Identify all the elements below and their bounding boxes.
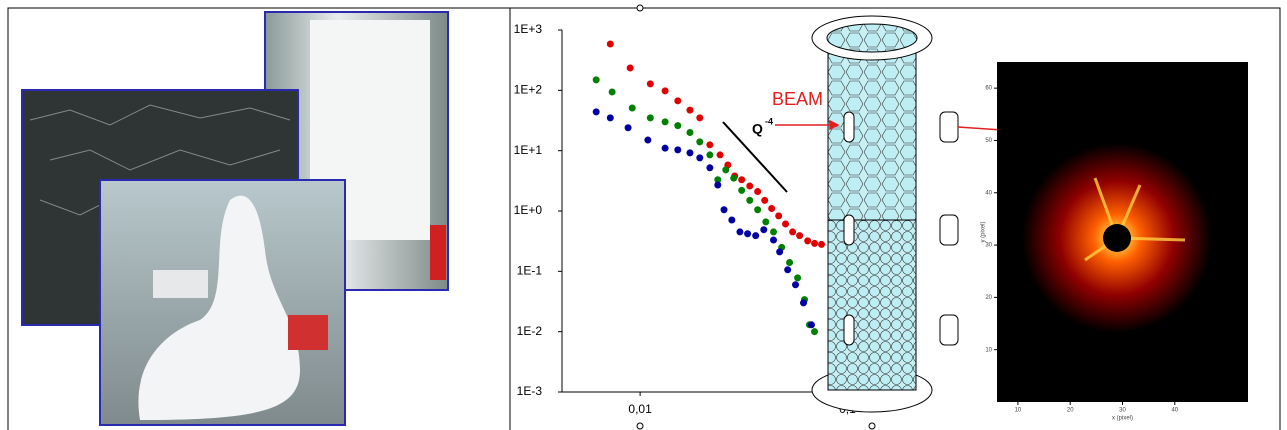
plot: 1E+31E+21E+11E+01E-11E-21E-30,010,1 [514, 22, 856, 416]
point [661, 144, 669, 152]
y-tick-label: 40 [985, 190, 992, 196]
point [592, 108, 600, 116]
point [646, 80, 654, 88]
point [736, 228, 744, 236]
x-tick-label: 40 [1171, 408, 1178, 414]
point [714, 176, 722, 184]
point [768, 205, 776, 213]
x-tick-label: 30 [1119, 408, 1126, 414]
point [606, 114, 614, 122]
point [674, 146, 682, 154]
point [661, 118, 669, 126]
point [794, 274, 802, 282]
point [786, 259, 794, 267]
point [661, 87, 669, 95]
point [807, 321, 815, 329]
point [686, 149, 694, 157]
point [746, 196, 754, 204]
point [775, 212, 783, 220]
point [674, 122, 682, 130]
point [754, 188, 762, 196]
frame [7, 7, 1281, 430]
point [800, 299, 808, 307]
point [738, 176, 746, 184]
point [696, 114, 704, 122]
point [696, 138, 704, 146]
y-tick-label: 20 [985, 295, 992, 301]
y-tick-label: 60 [985, 86, 992, 92]
point [792, 281, 800, 289]
y-tick-label: 10 [985, 347, 992, 353]
point [804, 237, 812, 245]
slope-exponent: -4 [765, 116, 773, 126]
point [686, 106, 694, 114]
point [626, 64, 634, 72]
column-diagram [811, 15, 959, 413]
x-tick-label: 10 [1015, 408, 1022, 414]
point [811, 239, 819, 247]
beam-label: BEAM [772, 89, 823, 109]
point [746, 182, 754, 190]
point [674, 97, 682, 105]
point [761, 196, 769, 204]
point [762, 218, 770, 226]
x-tick-label: 20 [1067, 408, 1074, 414]
point [608, 88, 616, 96]
point [606, 40, 614, 48]
detector-image [997, 62, 1248, 402]
y-tick-label: 1E+3 [514, 22, 543, 36]
point [592, 76, 600, 84]
y-tick-label: 1E-3 [517, 384, 543, 398]
y-tick-label: 1E-2 [517, 324, 543, 338]
point [789, 228, 797, 236]
point [706, 164, 714, 172]
point [722, 166, 730, 174]
point [646, 114, 654, 122]
point [686, 129, 694, 137]
point [706, 141, 714, 149]
point [760, 226, 768, 234]
slope-line [722, 121, 788, 193]
handle [636, 4, 644, 12]
y-tick-label: 30 [985, 243, 992, 249]
point [738, 186, 746, 194]
point [770, 236, 778, 244]
photo-foam [99, 179, 346, 426]
point [714, 181, 722, 189]
point [716, 151, 724, 159]
point [796, 232, 804, 240]
point [728, 216, 736, 224]
point [628, 104, 636, 112]
point [770, 228, 778, 236]
point [784, 266, 792, 274]
x-tick-label: 0,01 [628, 402, 652, 416]
point [624, 124, 632, 132]
point [776, 248, 784, 256]
y-tick-label: 1E+2 [514, 83, 543, 97]
y-tick-label: 1E+0 [514, 203, 543, 217]
x-axis-label: x (pixel) [1112, 416, 1133, 422]
point [696, 154, 704, 162]
y-tick-label: 1E+1 [514, 143, 543, 157]
point [818, 240, 826, 248]
point [754, 206, 762, 214]
y-axis-label: y (pixel) [981, 221, 987, 242]
point [811, 328, 819, 336]
point [644, 136, 652, 144]
handle [868, 422, 876, 430]
detector-axes: 10 20 30 40 10 20 30 40 50 60 x (pixel) y (pixel) [981, 86, 1179, 422]
point [782, 220, 790, 228]
point [720, 206, 728, 214]
point [730, 174, 738, 182]
point [744, 230, 752, 238]
point [706, 151, 714, 159]
handle [636, 422, 644, 430]
point [752, 232, 760, 240]
y-tick-label: 1E-1 [517, 264, 543, 278]
slope-label: Q [752, 121, 763, 137]
y-tick-label: 50 [985, 138, 992, 144]
